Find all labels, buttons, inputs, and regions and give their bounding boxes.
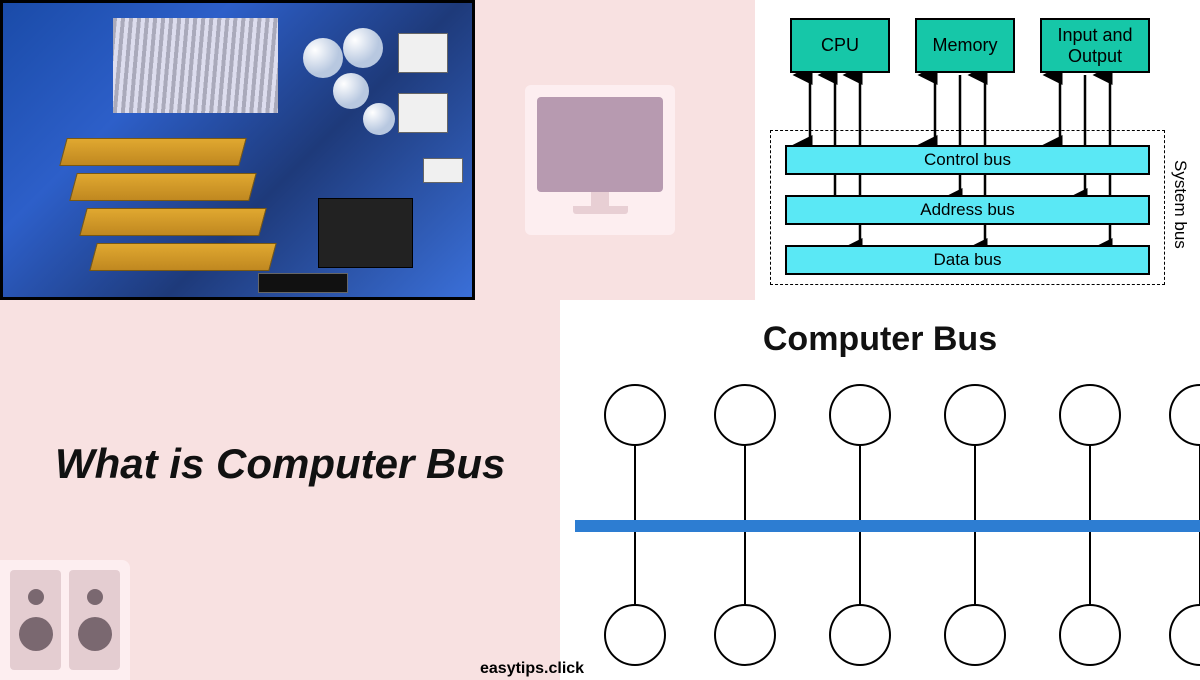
- speakers-icon: [0, 560, 130, 680]
- speaker-left: [10, 570, 61, 670]
- bus-bar: Data bus: [785, 245, 1150, 275]
- bus-component-box: Memory: [915, 18, 1015, 73]
- monitor-base: [573, 206, 628, 214]
- bus-bar: Control bus: [785, 145, 1150, 175]
- computer-bus-diagram: Computer Bus: [560, 300, 1200, 680]
- monitor-icon: [525, 85, 675, 235]
- speaker-tweeter: [28, 589, 44, 605]
- computer-bus-svg: [560, 300, 1200, 680]
- bus-component-box: CPU: [790, 18, 890, 73]
- monitor-screen: [537, 97, 663, 192]
- speaker-woofer: [19, 617, 53, 651]
- speaker-tweeter: [87, 589, 103, 605]
- speaker-right: [69, 570, 120, 670]
- monitor-stand: [591, 192, 609, 206]
- motherboard-photo: [0, 0, 475, 300]
- bus-bar: Address bus: [785, 195, 1150, 225]
- page-title: What is Computer Bus: [55, 440, 505, 488]
- system-bus-diagram: System bus CPUMemoryInput and OutputCont…: [755, 0, 1200, 300]
- speaker-woofer: [78, 617, 112, 651]
- bus-component-box: Input and Output: [1040, 18, 1150, 73]
- watermark-text: easytips.click: [480, 660, 584, 678]
